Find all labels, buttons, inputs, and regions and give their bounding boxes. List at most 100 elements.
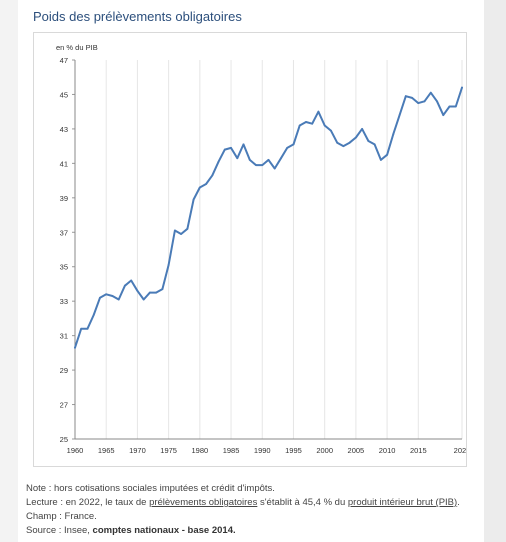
- data-point: [136, 289, 139, 292]
- x-tick-label: 1990: [254, 446, 271, 455]
- data-point: [280, 157, 282, 160]
- data-point: [180, 233, 183, 235]
- y-tick-label: 25: [60, 435, 68, 444]
- data-point: [311, 122, 314, 125]
- series-line: [74, 86, 463, 349]
- y-tick-label: 31: [60, 332, 68, 341]
- x-tick-label: 1965: [98, 446, 115, 455]
- data-point: [192, 198, 195, 201]
- data-point: [173, 229, 176, 232]
- x-tick-label: 1960: [67, 446, 84, 455]
- y-tick-label: 43: [60, 125, 68, 134]
- data-point: [448, 105, 451, 108]
- page-scroll-area: [484, 0, 506, 542]
- data-point: [436, 100, 438, 103]
- data-point: [255, 164, 257, 166]
- data-point: [305, 121, 307, 123]
- champ-text: Champ : France.: [26, 511, 97, 522]
- x-tick-label: 1970: [129, 446, 146, 455]
- data-point: [142, 298, 145, 301]
- data-point: [80, 327, 83, 330]
- data-point: [273, 167, 276, 170]
- y-tick-label: 35: [60, 263, 68, 272]
- data-point: [236, 157, 239, 160]
- lecture-prefix: Lecture : en 2022, le taux de: [26, 497, 150, 508]
- lecture-suffix: .: [457, 497, 460, 508]
- x-tick-label: 2005: [348, 446, 365, 455]
- x-tick-label: 1975: [160, 446, 177, 455]
- data-point: [354, 136, 357, 139]
- data-point: [99, 296, 101, 299]
- data-point: [336, 141, 339, 144]
- x-tick-label: 2022: [454, 446, 466, 455]
- x-tick-label: 2015: [410, 446, 427, 455]
- data-point: [361, 128, 364, 130]
- source-prefix: Source : Insee,: [26, 525, 93, 536]
- data-point: [373, 143, 376, 146]
- data-point: [261, 164, 264, 166]
- data-point: [161, 288, 164, 291]
- y-tick-label: 33: [60, 297, 68, 306]
- data-point: [330, 129, 332, 132]
- data-point: [111, 295, 114, 297]
- data-point: [198, 186, 201, 189]
- x-tick-label: 1995: [285, 446, 302, 455]
- line-chart: en % du PIB 1960 1965 1970 1975 1980 1985 1990…: [56, 43, 466, 455]
- source-text: Source : Insee, comptes nationaux - base…: [26, 524, 476, 538]
- data-point: [367, 140, 370, 142]
- data-point: [92, 314, 95, 316]
- y-axis-unit-label: en % du PIB: [56, 43, 98, 52]
- data-point: [211, 174, 214, 177]
- data-point: [423, 100, 426, 103]
- data-point: [105, 293, 108, 296]
- data-point: [130, 279, 133, 282]
- lecture-middle: s'établit à 45,4 % du: [257, 497, 348, 508]
- y-tick-label: 39: [60, 194, 68, 203]
- data-point: [298, 124, 301, 127]
- y-tick-label: 41: [60, 159, 68, 168]
- data-point: [186, 227, 189, 230]
- data-point: [398, 114, 401, 117]
- data-point: [217, 160, 220, 163]
- data-point: [167, 264, 170, 266]
- x-tick-label: 1980: [191, 446, 208, 455]
- data-point: [348, 141, 351, 144]
- x-tick-label: 1985: [223, 446, 240, 455]
- x-tick-label: 2000: [316, 446, 333, 455]
- chart-notes: Note : hors cotisations sociales imputée…: [26, 482, 476, 538]
- data-point: [429, 91, 432, 94]
- data-point: [454, 105, 457, 108]
- data-point: [230, 146, 232, 149]
- data-point: [86, 327, 89, 330]
- data-point: [417, 102, 420, 104]
- data-point: [442, 114, 445, 117]
- note-text: Note : hors cotisations sociales imputée…: [26, 483, 275, 494]
- data-point: [242, 143, 245, 146]
- data-point: [461, 86, 463, 89]
- data-point: [411, 97, 413, 99]
- chart-title: Poids des prélèvements obligatoires: [33, 9, 242, 24]
- data-point: [149, 291, 151, 294]
- data-point: [386, 153, 388, 156]
- lecture-text: Lecture : en 2022, le taux de prélèvemen…: [26, 496, 476, 510]
- data-point: [286, 146, 289, 149]
- link-produit-interieur-brut[interactable]: produit intérieur brut (PIB): [347, 497, 458, 508]
- data-point: [292, 143, 295, 146]
- data-point: [317, 110, 320, 113]
- data-point: [267, 159, 270, 161]
- data-point: [223, 148, 226, 151]
- link-prelevements-obligatoires[interactable]: prélèvements obligatoires: [149, 497, 258, 508]
- y-tick-label: 45: [60, 90, 68, 99]
- plot-panel: en % du PIB 1960 1965 1970 1975 1980 1985 1990…: [33, 32, 467, 467]
- data-point: [248, 159, 251, 161]
- chart-card: Poids des prélèvements obligatoires en %…: [18, 0, 484, 542]
- y-tick-label: 27: [60, 401, 68, 410]
- x-tick-label: 2010: [379, 446, 396, 455]
- data-point: [155, 291, 158, 294]
- data-point: [205, 183, 207, 185]
- data-point: [323, 124, 326, 127]
- y-tick-label: 29: [60, 366, 68, 375]
- source-link[interactable]: comptes nationaux - base 2014.: [92, 525, 236, 536]
- data-point: [124, 284, 126, 287]
- data-point: [392, 133, 395, 135]
